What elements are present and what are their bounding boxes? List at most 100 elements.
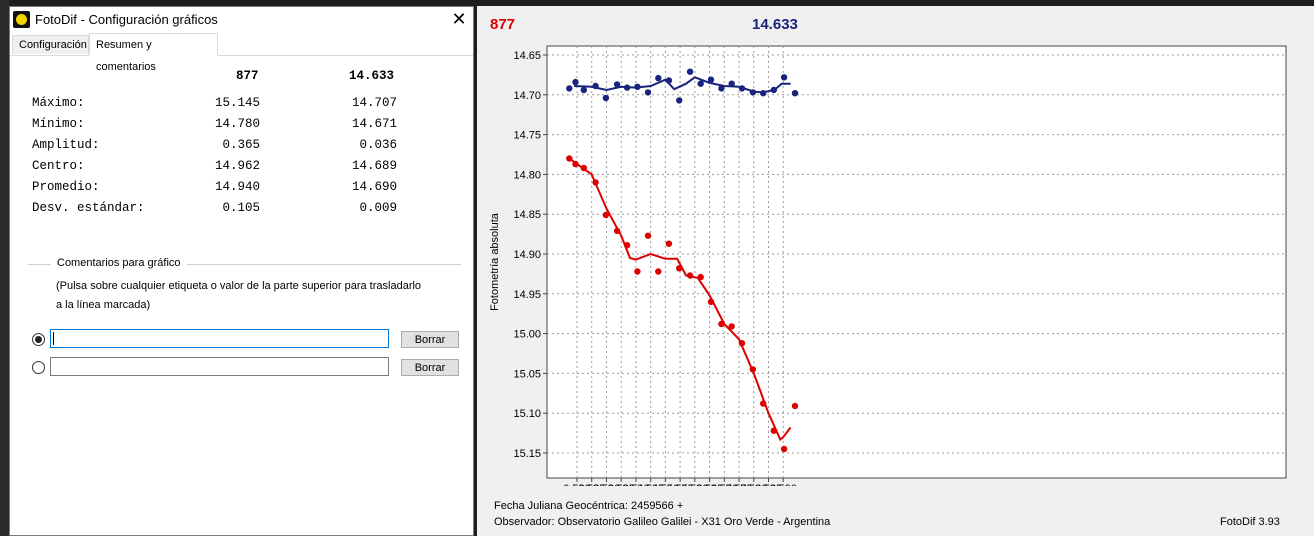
x-tick-label: 0.530 bbox=[593, 483, 621, 486]
series-title-14633[interactable]: 14.633 bbox=[752, 16, 798, 33]
comment-2-radio[interactable] bbox=[32, 361, 45, 374]
config-window: FotoDif - Configuración gráficos ✕ Confi… bbox=[9, 6, 474, 536]
x-tick-label: 0.525 bbox=[578, 483, 606, 486]
y-tick-label: 15.10 bbox=[513, 408, 541, 420]
title-bar[interactable]: FotoDif - Configuración gráficos ✕ bbox=[10, 7, 473, 33]
comments-group-divider bbox=[28, 264, 461, 265]
data-point-877 bbox=[655, 268, 662, 275]
data-point-14633 bbox=[770, 86, 777, 94]
clear-comment-1-button[interactable]: Borrar bbox=[401, 331, 459, 348]
data-point-14633 bbox=[749, 89, 757, 96]
data-point-14633 bbox=[665, 77, 673, 84]
tab-strip: Configuración Resumen y comentarios bbox=[10, 33, 473, 73]
column-header-877[interactable]: 877 bbox=[236, 69, 259, 83]
summary-value-877[interactable]: 14.940 bbox=[214, 180, 260, 194]
comment-2-input[interactable] bbox=[50, 357, 389, 376]
photometry-chart: 14.65 14.70 14.75 14.80 14.85 14.90 14.95 15.00… bbox=[489, 45, 1287, 486]
y-tick-label: 14.75 bbox=[513, 130, 541, 142]
summary-row: Amplitud: 0.365 0.036 bbox=[32, 138, 412, 158]
footer-observer: Observador: Observatorio Galileo Galilei… bbox=[494, 516, 831, 528]
summary-value-877[interactable]: 14.962 bbox=[214, 159, 260, 173]
data-point-877 bbox=[770, 427, 777, 434]
x-tick-label: 0.590 bbox=[769, 483, 797, 486]
data-point-877 bbox=[572, 160, 579, 168]
y-tick-label: 15.15 bbox=[513, 448, 541, 460]
summary-value-877[interactable]: 15.145 bbox=[214, 96, 260, 110]
data-point-877 bbox=[676, 265, 683, 272]
data-point-877 bbox=[791, 402, 799, 410]
data-point-877 bbox=[592, 179, 599, 186]
summary-row-label[interactable]: Centro: bbox=[32, 159, 85, 173]
help-line-2: a la línea marcada) bbox=[56, 299, 151, 311]
data-point-877 bbox=[697, 273, 704, 281]
summary-value-14633[interactable]: 14.690 bbox=[351, 180, 397, 194]
comments-help-text: (Pulsa sobre cualquier etiqueta o valor … bbox=[56, 277, 456, 315]
x-tick-label: 0.575 bbox=[725, 483, 753, 486]
summary-value-14633[interactable]: 14.689 bbox=[351, 159, 397, 173]
data-point-14633 bbox=[623, 84, 631, 91]
comments-group-title: Comentarios para gráfico bbox=[51, 257, 187, 269]
help-line-1: (Pulsa sobre cualquier etiqueta o valor … bbox=[56, 280, 422, 292]
data-point-14633 bbox=[780, 74, 788, 81]
app-icon bbox=[13, 11, 30, 28]
data-point-877 bbox=[749, 366, 757, 373]
data-point-877 bbox=[707, 298, 715, 305]
footer-julian-date: Fecha Juliana Geocéntrica: 2459566 + bbox=[494, 500, 684, 512]
summary-row-label[interactable]: Máximo: bbox=[32, 96, 85, 110]
data-point-14633 bbox=[613, 81, 621, 88]
data-point-14633 bbox=[655, 74, 662, 82]
y-tick-label: 14.70 bbox=[513, 90, 541, 102]
data-point-877 bbox=[644, 232, 652, 239]
x-tick-label: 0.545 bbox=[637, 483, 665, 486]
data-point-14633 bbox=[728, 80, 735, 87]
data-point-877 bbox=[580, 164, 587, 172]
summary-value-14633[interactable]: 14.707 bbox=[351, 96, 397, 110]
y-tick-label: 14.85 bbox=[513, 209, 541, 221]
summary-value-14633[interactable]: 14.671 bbox=[351, 117, 397, 131]
summary-value-14633[interactable]: 0.009 bbox=[359, 201, 397, 215]
x-tick-label: 0.580 bbox=[740, 483, 768, 486]
summary-row: Centro: 14.962 14.689 bbox=[32, 159, 412, 179]
summary-value-14633[interactable]: 0.036 bbox=[359, 138, 397, 152]
data-point-14633 bbox=[602, 94, 610, 102]
text-caret bbox=[53, 332, 54, 345]
y-tick-label: 14.65 bbox=[513, 50, 541, 62]
summary-value-877[interactable]: 0.105 bbox=[222, 201, 260, 215]
summary-row: Máximo: 15.145 14.707 bbox=[32, 96, 412, 116]
footer-version: FotoDif 3.93 bbox=[1220, 516, 1280, 528]
y-axis-label: Fotometría absoluta bbox=[489, 212, 501, 311]
close-icon[interactable]: ✕ bbox=[451, 9, 467, 29]
window-title: FotoDif - Configuración gráficos bbox=[35, 12, 218, 27]
chart-window: 877 14.633 14.65 14.70 14.75 14.80 14.85 14.9… bbox=[477, 6, 1314, 536]
summary-row: Desv. estándar: 0.105 0.009 bbox=[32, 201, 412, 221]
y-tick-label: 14.90 bbox=[513, 249, 541, 261]
data-point-877 bbox=[686, 272, 694, 279]
comment-1-input[interactable] bbox=[50, 329, 389, 348]
data-point-877 bbox=[613, 227, 621, 235]
summary-row-label[interactable]: Promedio: bbox=[32, 180, 100, 194]
summary-row-label[interactable]: Desv. estándar: bbox=[32, 201, 145, 215]
data-point-14633 bbox=[592, 82, 599, 90]
data-point-877 bbox=[738, 340, 746, 347]
clear-comment-2-button[interactable]: Borrar bbox=[401, 359, 459, 376]
summary-value-877[interactable]: 14.780 bbox=[214, 117, 260, 131]
data-point-14633 bbox=[634, 83, 641, 91]
summary-row-label[interactable]: Amplitud: bbox=[32, 138, 100, 152]
x-tick-label: 0.550 bbox=[652, 483, 680, 486]
tab-resumen-comentarios[interactable]: Resumen y comentarios bbox=[89, 33, 218, 73]
comment-1-radio[interactable] bbox=[32, 333, 45, 346]
tab-configuracion[interactable]: Configuración bbox=[12, 35, 89, 54]
x-tick-label: 0.555 bbox=[666, 483, 694, 486]
summary-row-label[interactable]: Mínimo: bbox=[32, 117, 85, 131]
x-tick-label: 0.560 bbox=[681, 483, 709, 486]
data-point-877 bbox=[566, 155, 573, 162]
summary-value-877[interactable]: 0.365 bbox=[222, 138, 260, 152]
x-tick-label: 0.520 bbox=[563, 483, 591, 486]
data-point-14633 bbox=[572, 78, 579, 86]
data-point-877 bbox=[602, 211, 610, 219]
data-point-14633 bbox=[566, 85, 573, 92]
summary-row: Mínimo: 14.780 14.671 bbox=[32, 117, 412, 137]
x-tick-label: 0.570 bbox=[711, 483, 739, 486]
series-title-877[interactable]: 877 bbox=[490, 16, 516, 33]
column-header-14633[interactable]: 14.633 bbox=[349, 69, 395, 83]
